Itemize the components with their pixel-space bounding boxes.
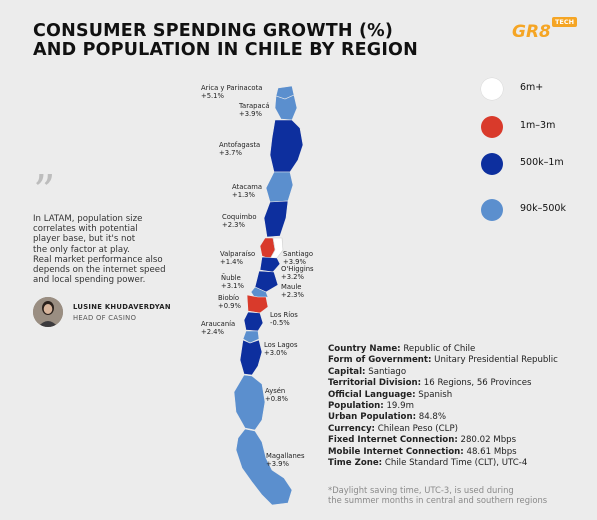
legend-swatch-500k-1m [481,153,503,175]
label-biobio: Biobío +0.9% [218,294,241,310]
legend-label-6m-plus: 6m+ [520,82,544,93]
fact-row: Mobile Internet Connection: 48.61 Mbps [328,446,517,457]
fact-row: Capital: Santiago [328,366,407,377]
region-antofagasta[interactable] [269,119,304,173]
label-tarapaca: Tarapacá +3.9% [239,102,270,118]
label-araucania: Araucanía +2.4% [201,320,236,336]
region-tarapaca[interactable] [274,94,298,121]
legend-swatch-90k-500k [481,199,503,221]
region-atacama[interactable] [265,171,294,203]
region-los-rios[interactable] [242,330,260,344]
footnote: *Daylight saving time, UTC-3, is used du… [328,485,548,506]
quote-mark-icon: ” [33,166,56,217]
label-maule: Maule +2.3% [281,283,304,299]
region-ohiggins[interactable] [259,256,281,273]
author-role: HEAD OF CASINO [73,314,137,322]
legend-swatch-1m-3m [481,116,503,138]
brand-logo-tag: TECH [552,17,578,27]
fact-row: Population: 19.9m [328,401,414,412]
label-santiago: Santiago +3.9% [283,250,313,266]
title-line-1: CONSUMER SPENDING GROWTH (%) [33,21,394,41]
label-aysen: Aysén +0.8% [265,387,288,403]
legend-label-1m-3m: 1m–3m [520,120,556,131]
label-atacama: Atacama +1.3% [232,183,263,199]
author-name: LUSINE KHUDAVERDYAN [73,303,171,311]
region-los-lagos[interactable] [239,339,263,376]
fact-row: Urban Population: 84.8% [328,412,447,423]
label-nuble: Ñuble +3.1% [221,274,244,290]
legend-swatch-6m-plus [481,78,503,100]
label-ohiggins: O'Higgins +3.2% [281,265,314,281]
country-facts: Country Name: Republic of Chile Form of … [328,344,558,469]
label-los-rios: Los Ríos -0.5% [270,311,298,327]
brand-logo: GR8 [512,22,551,42]
fact-row: Form of Government: Unitary Presidential… [328,355,558,366]
page-title: CONSUMER SPENDING GROWTH (%) AND POPULAT… [33,22,418,60]
quote-text: In LATAM, population size correlates wit… [33,214,166,286]
fact-row: Currency: Chilean Peso (CLP) [328,423,458,434]
avatar [33,297,63,327]
title-line-2: AND POPULATION IN CHILE BY REGION [33,40,418,60]
fact-row: Official Language: Spanish [328,389,453,400]
legend-label-500k-1m: 500k–1m [520,157,564,168]
legend-label-90k-500k: 90k–500k [520,203,566,214]
fact-row: Time Zone: Chile Standard Time (CLT), UT… [328,458,528,469]
label-magallanes: Magallanes +3.9% [266,452,305,468]
region-magallanes[interactable] [235,428,293,506]
fact-row: Country Name: Republic of Chile [328,344,476,354]
region-biobio[interactable] [246,294,269,314]
label-valparaiso: Valparaíso +1.4% [220,250,256,266]
region-araucania[interactable] [243,311,264,332]
label-antofagasta: Antofagasta +3.7% [219,141,261,157]
label-coquimbo: Coquimbo +2.3% [222,213,257,229]
label-los-lagos: Los Lagos +3.0% [264,341,298,357]
region-maule[interactable] [254,270,279,293]
fact-row: Fixed Internet Connection: 280.02 Mbps [328,435,517,446]
fact-row: Territorial Division: 16 Regions, 56 Pro… [328,378,532,389]
region-aysen[interactable] [233,374,266,431]
region-coquimbo[interactable] [263,200,289,238]
label-arica-y-parinacota: Arica y Parinacota +5.1% [201,84,263,100]
